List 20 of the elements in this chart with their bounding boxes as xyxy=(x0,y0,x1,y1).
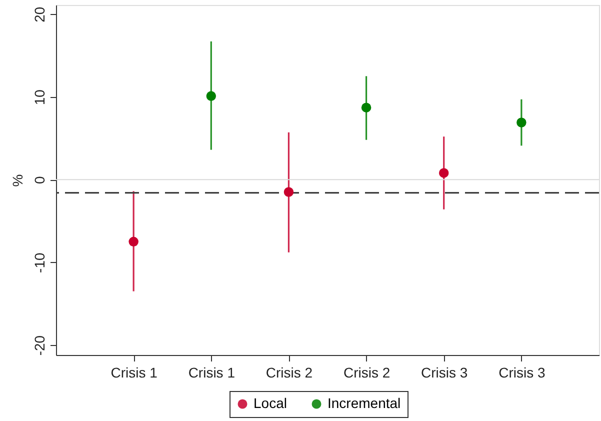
x-tick-label: Crisis 3 xyxy=(498,364,546,380)
point xyxy=(516,118,526,128)
y-axis-title: % xyxy=(10,174,26,187)
y-tick-label: 10 xyxy=(32,89,48,106)
y-tick-label: 20 xyxy=(32,6,48,22)
point xyxy=(206,91,216,101)
x-tick-label: Crisis 1 xyxy=(188,364,236,380)
point xyxy=(438,168,449,178)
legend-label: Incremental xyxy=(328,395,401,411)
point xyxy=(284,187,294,197)
point xyxy=(361,102,372,112)
y-tick-label: -20 xyxy=(32,335,48,356)
y-tick-label: 0 xyxy=(32,176,48,184)
x-tick-label: Crisis 1 xyxy=(110,364,158,380)
y-tick-label: -10 xyxy=(32,252,48,273)
x-tick-label: Crisis 2 xyxy=(266,364,313,380)
legend-label: Local xyxy=(254,395,287,411)
x-tick-label: Crisis 3 xyxy=(421,364,468,380)
point xyxy=(128,236,138,247)
x-tick-label: Crisis 2 xyxy=(343,364,390,380)
